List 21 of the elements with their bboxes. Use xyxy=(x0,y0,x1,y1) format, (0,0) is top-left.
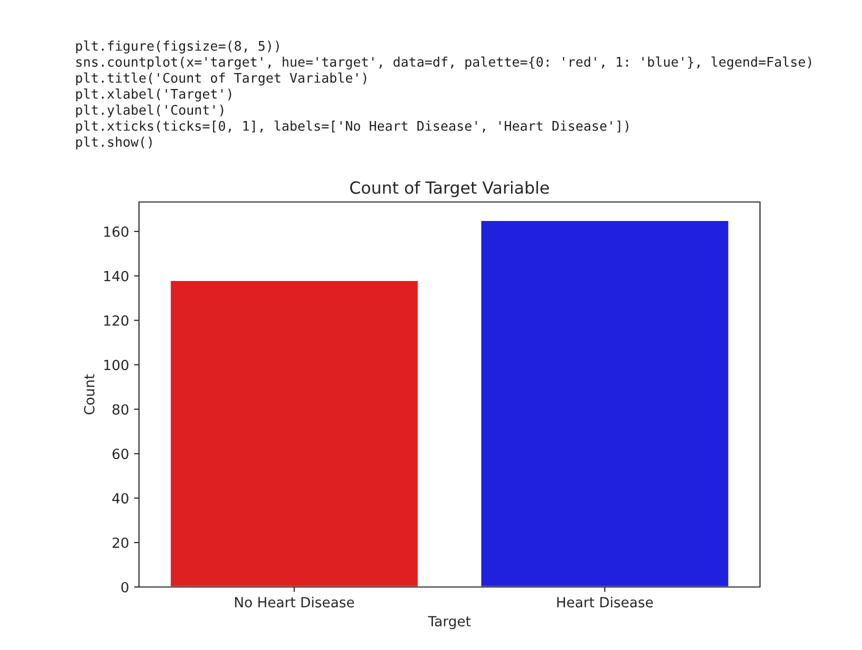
y-tick-label: 60 xyxy=(112,448,128,460)
y-tick-label: 80 xyxy=(112,404,128,415)
y-tick-label: 100 xyxy=(104,360,128,370)
y-axis-title: Count xyxy=(84,374,95,414)
x-tick-label: Heart Disease xyxy=(557,596,653,608)
y-tick-label: 140 xyxy=(104,270,128,282)
x-axis-title: Target xyxy=(428,616,471,630)
y-tick-label: 160 xyxy=(104,226,128,237)
text: plt.title('Count of Target Variable') xyxy=(76,72,366,86)
text: plt.figure(figsize=(8, 5)) xyxy=(76,40,279,54)
chart-title: Count of Target Variable xyxy=(350,181,549,198)
text: plt.xlabel('Target') xyxy=(76,88,232,102)
y-tick-label: 120 xyxy=(104,315,128,326)
text: plt.ylabel('Count') xyxy=(76,104,224,118)
text: plt.show() xyxy=(76,136,152,150)
y-tick-label: 40 xyxy=(112,493,128,504)
text: plt.xticks(ticks=[0, 1], labels=['No Heart Disease', 'Heart Disease']) xyxy=(76,120,628,134)
y-tick-label: 20 xyxy=(112,538,128,548)
y-tick-label: 0 xyxy=(121,582,128,592)
x-tick-label: No Heart Disease xyxy=(235,596,354,608)
text: sns.countplot(x='target', hue='target', data=df, palette={0: 'red', 1: 'blue'}, legend=False) xyxy=(76,56,812,70)
